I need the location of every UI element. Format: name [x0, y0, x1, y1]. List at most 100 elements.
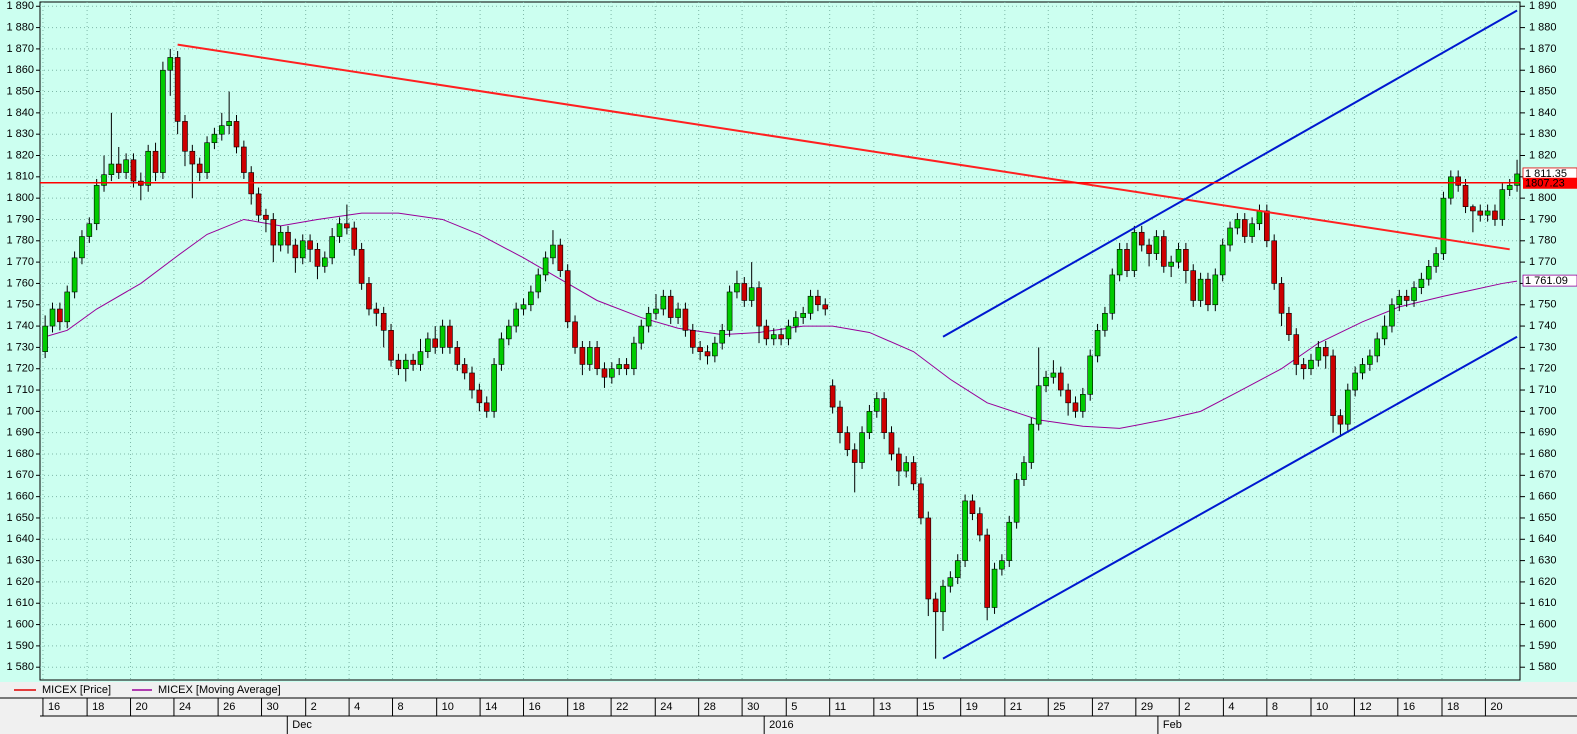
y-tick-label: 1 610 [1529, 597, 1557, 609]
y-tick-label: 1 860 [1529, 64, 1557, 76]
x-major-tick-label: Dec [292, 719, 312, 731]
x-tick-label: 18 [1447, 701, 1459, 713]
x-tick-label: 15 [922, 701, 934, 713]
candle-body [616, 364, 622, 370]
y-tick-label: 1 740 [1529, 320, 1557, 332]
candle-body [807, 295, 814, 314]
x-tick-label: 5 [791, 701, 797, 713]
candle-body [1286, 312, 1292, 335]
candle-body [241, 146, 247, 173]
y-tick-label: 1 680 [6, 448, 34, 460]
candle-body [167, 57, 174, 71]
candle-body [1212, 274, 1219, 306]
legend-label: MICEX [Price] [42, 684, 111, 696]
y-tick-label: 1 870 [6, 43, 34, 55]
candle-body [123, 159, 129, 173]
candle-body [101, 174, 107, 186]
candle-body [1197, 278, 1204, 301]
candle-body [697, 347, 703, 352]
candle-body [292, 244, 299, 259]
candle-body [358, 249, 365, 284]
candle-body [1359, 364, 1366, 374]
y-tick-label: 1 790 [6, 213, 34, 225]
candle-body [1425, 266, 1432, 280]
x-tick-label: 30 [267, 701, 279, 713]
candle-body [1183, 249, 1189, 271]
y-tick-label: 1 890 [1529, 0, 1557, 12]
candle-body [932, 598, 939, 613]
candle-body [1013, 479, 1020, 523]
y-tick-label: 1 700 [6, 405, 34, 417]
candle-body [991, 568, 998, 608]
candle-body [631, 342, 637, 370]
candle-body [1080, 394, 1086, 412]
candle-body [969, 500, 976, 514]
candle-body [277, 231, 284, 246]
x-tick-label: 16 [1403, 701, 1415, 713]
candle-body [322, 257, 328, 267]
candle-body [130, 159, 137, 182]
candle-body [1006, 521, 1013, 561]
y-tick-label: 1 660 [6, 491, 34, 503]
x-tick-label: 2 [1184, 701, 1190, 713]
candle-body [1374, 338, 1381, 357]
candle-body [108, 163, 115, 175]
candle-body [689, 330, 696, 348]
x-tick-label: 24 [660, 701, 672, 713]
candle-body [145, 150, 151, 186]
y-tick-label: 1 850 [1529, 85, 1557, 97]
y-tick-label: 1 630 [6, 555, 34, 567]
ma-value-label: 1 761.09 [1525, 275, 1568, 287]
x-tick-label: 18 [92, 701, 104, 713]
candle-body [1264, 210, 1270, 242]
candle-body [903, 462, 910, 472]
y-tick-label: 1 730 [1529, 341, 1557, 353]
candle-body [1337, 415, 1344, 425]
x-tick-label: 27 [1097, 701, 1109, 713]
candle-body [211, 133, 218, 144]
candle-body [726, 291, 733, 331]
candle-body [1308, 359, 1314, 370]
candle-body [896, 453, 902, 472]
candle-body [1300, 364, 1307, 370]
candle-body [1249, 223, 1255, 237]
candle-body [1315, 347, 1322, 361]
candle-body [1131, 231, 1138, 271]
ma-value-box [1522, 274, 1577, 287]
candle-body [1470, 206, 1476, 212]
candle-body [734, 283, 740, 293]
candle-body [1021, 462, 1027, 480]
candle-body [86, 223, 93, 237]
x-tick-label: 4 [1228, 701, 1234, 713]
candle-body [1028, 423, 1035, 463]
candle-body [395, 359, 402, 370]
candle-body [336, 223, 343, 237]
y-tick-label: 1 720 [6, 363, 34, 375]
candle-body [844, 432, 851, 451]
candle-body [49, 308, 56, 327]
y-tick-label: 1 820 [6, 149, 34, 161]
candle-body [1440, 197, 1447, 254]
x-tick-label: 22 [616, 701, 628, 713]
candle-body [1462, 185, 1469, 207]
x-tick-label: 14 [485, 701, 497, 713]
candle-body [491, 364, 497, 412]
candle-body [152, 150, 159, 173]
x-tick-label: 4 [354, 701, 360, 713]
candle-body [270, 219, 277, 246]
y-tick-label: 1 680 [1529, 448, 1557, 460]
candle-body [1168, 261, 1174, 267]
x-major-tick-label: 2016 [769, 719, 793, 731]
candle-body [609, 368, 615, 378]
y-tick-label: 1 890 [6, 0, 34, 12]
candle-body [675, 308, 681, 318]
candle-body [447, 325, 453, 348]
candle-body [667, 295, 674, 318]
candle-body [1035, 385, 1042, 425]
level-label: 1807.23 [1525, 178, 1565, 190]
candle-body [1190, 270, 1197, 301]
y-tick-label: 1 600 [1529, 618, 1557, 630]
candle-body [469, 372, 475, 391]
candle-body [42, 325, 48, 352]
candle-body [815, 295, 821, 306]
